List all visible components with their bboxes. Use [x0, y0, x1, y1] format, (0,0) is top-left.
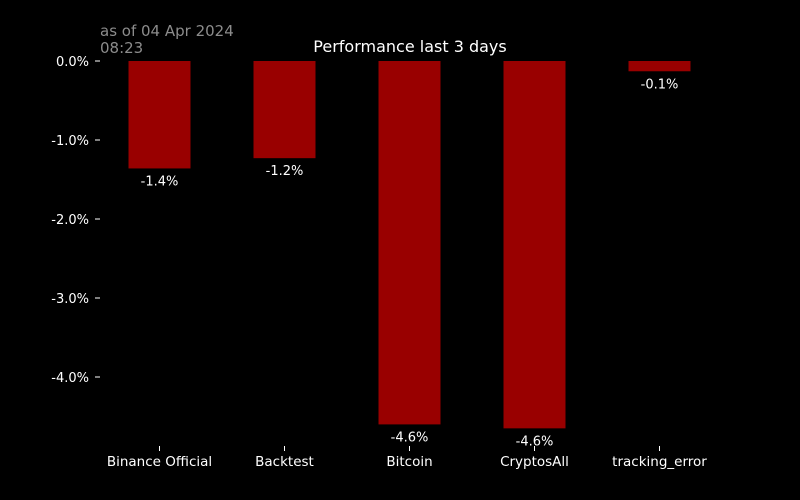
bar — [378, 61, 441, 425]
y-tick-label: -1.0% — [51, 134, 89, 149]
bar — [128, 61, 191, 169]
bars-group: -1.4% -1.2% -4.6% -4.6% -0.1% — [128, 61, 691, 449]
data-label: -1.4% — [141, 174, 179, 189]
x-tick-label: Binance Official — [107, 454, 212, 470]
y-tick-label: -4.0% — [51, 371, 89, 386]
timestamp-line-1: as of 04 Apr 2024 — [100, 22, 234, 40]
y-tick-label: -3.0% — [51, 292, 89, 307]
data-label: -0.1% — [641, 77, 679, 92]
data-label: -4.6% — [516, 434, 554, 449]
x-tick-label: Bitcoin — [386, 454, 432, 470]
timestamp-line-2: 08:23 — [100, 39, 143, 57]
y-tick-label: -2.0% — [51, 213, 89, 228]
x-tick-label: tracking_error — [612, 454, 707, 470]
bar — [253, 61, 316, 159]
x-tick-label: Backtest — [255, 454, 314, 470]
x-axis: Binance Official Backtest Bitcoin CryptosAl… — [107, 446, 707, 470]
y-tick-label: 0.0% — [56, 55, 89, 70]
data-label: -4.6% — [391, 430, 429, 445]
data-label: -1.2% — [266, 164, 304, 179]
bar — [628, 61, 691, 72]
bar — [503, 61, 566, 429]
chart-title: Performance last 3 days — [313, 37, 506, 56]
x-tick-label: CryptosAll — [500, 454, 569, 470]
y-axis: 0.0% -1.0% -2.0% -3.0% -4.0% — [51, 55, 100, 386]
